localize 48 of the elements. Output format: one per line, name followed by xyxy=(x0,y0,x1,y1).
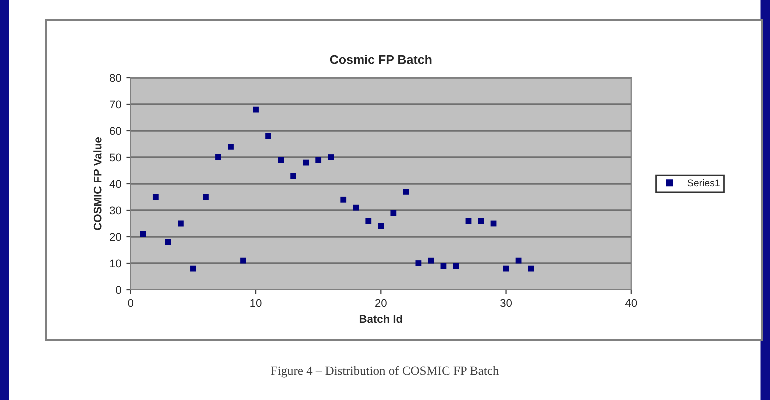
y-tick-label: 60 xyxy=(110,127,122,136)
x-tick-label: 20 xyxy=(376,299,387,308)
x-tick-label: 0 xyxy=(128,299,134,308)
point xyxy=(165,239,172,246)
point xyxy=(253,106,259,113)
point xyxy=(303,160,310,166)
x-tick-label: 30 xyxy=(500,299,512,308)
point xyxy=(266,133,272,140)
point xyxy=(340,196,347,203)
y-axis-title: COSMIC FP Value xyxy=(94,138,102,230)
point xyxy=(440,263,447,270)
point xyxy=(228,144,234,150)
point xyxy=(190,266,196,272)
point xyxy=(478,218,484,224)
point xyxy=(152,194,159,200)
point xyxy=(316,157,322,164)
x-axis-title: Batch Id xyxy=(360,314,402,324)
chart-title: Cosmic FP Batch xyxy=(330,55,432,64)
y-tick-label: 20 xyxy=(110,233,122,242)
y-tick-label: 50 xyxy=(110,154,122,162)
point xyxy=(366,218,372,224)
point xyxy=(328,154,334,160)
point xyxy=(428,258,434,264)
point xyxy=(240,258,246,264)
point xyxy=(290,173,297,179)
y-tick-label: 10 xyxy=(110,260,122,268)
y-tick-label: 40 xyxy=(110,180,122,188)
point xyxy=(216,154,222,160)
point xyxy=(378,223,384,230)
y-tick-label: 30 xyxy=(110,206,122,215)
y-tick-label: 0 xyxy=(116,286,122,294)
point xyxy=(203,194,209,200)
point xyxy=(453,263,460,270)
point xyxy=(516,258,522,264)
point xyxy=(466,218,472,224)
y-tick-label: 70 xyxy=(110,100,122,109)
point xyxy=(278,157,284,164)
point xyxy=(416,260,422,266)
point xyxy=(140,231,146,238)
point xyxy=(403,189,410,195)
x-tick-label: 10 xyxy=(250,299,262,308)
point xyxy=(390,210,397,216)
y-tick-label: 80 xyxy=(110,74,122,82)
x-tick-label: 40 xyxy=(625,299,638,308)
point xyxy=(353,204,360,211)
legend-label: Series1 xyxy=(688,179,720,187)
caption: Figure 4 – Distribution of COSMIC FP Batch xyxy=(271,366,500,378)
point xyxy=(178,220,184,227)
